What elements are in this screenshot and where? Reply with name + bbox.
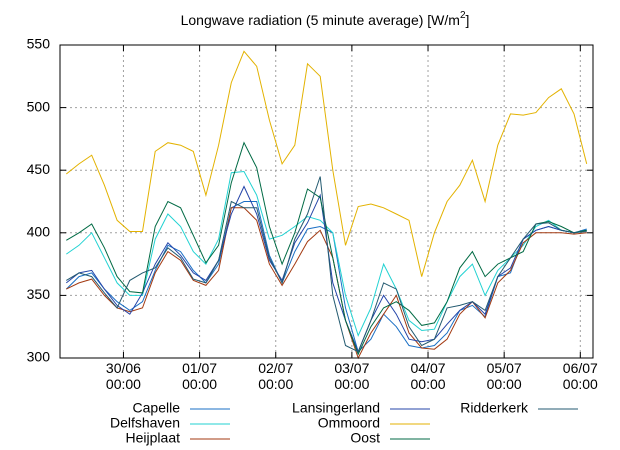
series-line xyxy=(65,50,588,277)
x-tick-label-line: 05/07 xyxy=(487,360,522,376)
x-tick-label-line: 00:00 xyxy=(258,376,293,392)
legend-label: Delfshaven xyxy=(110,415,180,431)
x-tick-label-line: 00:00 xyxy=(563,376,598,392)
legend-label: Ridderkerk xyxy=(460,400,529,416)
x-tick-label: 04/07 00:00 xyxy=(411,360,446,392)
legend-label: Lansingerland xyxy=(292,400,380,416)
y-tick-label: 350 xyxy=(27,286,51,302)
x-tick-label: 01/07 00:00 xyxy=(182,360,217,392)
x-tick-label-line: 00:00 xyxy=(106,376,141,392)
legend-label: Heijplaat xyxy=(126,430,181,446)
x-tick-label: 03/07 00:00 xyxy=(334,360,369,392)
title-superscript: 2 xyxy=(460,10,466,21)
x-tick-label: 02/07 00:00 xyxy=(258,360,293,392)
series-line xyxy=(66,176,587,353)
x-tick-label-line: 00:00 xyxy=(411,376,446,392)
x-tick-label: 05/07 00:00 xyxy=(487,360,522,392)
x-tick-label-line: 04/07 xyxy=(411,360,446,376)
y-tick-label: 550 xyxy=(27,36,51,52)
y-tick-label: 450 xyxy=(27,161,51,177)
x-tick-label-line: 00:00 xyxy=(182,376,217,392)
plot-frame xyxy=(59,44,594,359)
series-line xyxy=(66,207,587,360)
x-tick-label-line: 30/06 xyxy=(106,360,141,376)
x-tick-label-line: 00:00 xyxy=(334,376,369,392)
series-line xyxy=(66,141,587,356)
y-tick-label: 300 xyxy=(27,349,51,365)
x-tick-label-line: 06/07 xyxy=(563,360,598,376)
legend-label: Capelle xyxy=(133,400,181,416)
x-tick-label-line: 01/07 xyxy=(182,360,217,376)
x-tick-label-line: 00:00 xyxy=(487,376,522,392)
x-tick-label-line: 02/07 xyxy=(258,360,293,376)
legend-label: Ommoord xyxy=(318,415,380,431)
y-tick-label: 500 xyxy=(27,98,51,114)
title-main: Longwave radiation (5 minute average) [W… xyxy=(181,12,460,28)
x-tick-label: 06/07 00:00 xyxy=(563,360,598,392)
x-tick-label: 30/06 00:00 xyxy=(106,360,141,392)
x-tick-label-line: 03/07 xyxy=(334,360,369,376)
chart-title: Longwave radiation (5 minute average) [W… xyxy=(181,10,470,28)
title-end: ] xyxy=(466,12,470,28)
y-tick-label: 400 xyxy=(27,224,51,240)
legend-label: Oost xyxy=(350,430,380,446)
